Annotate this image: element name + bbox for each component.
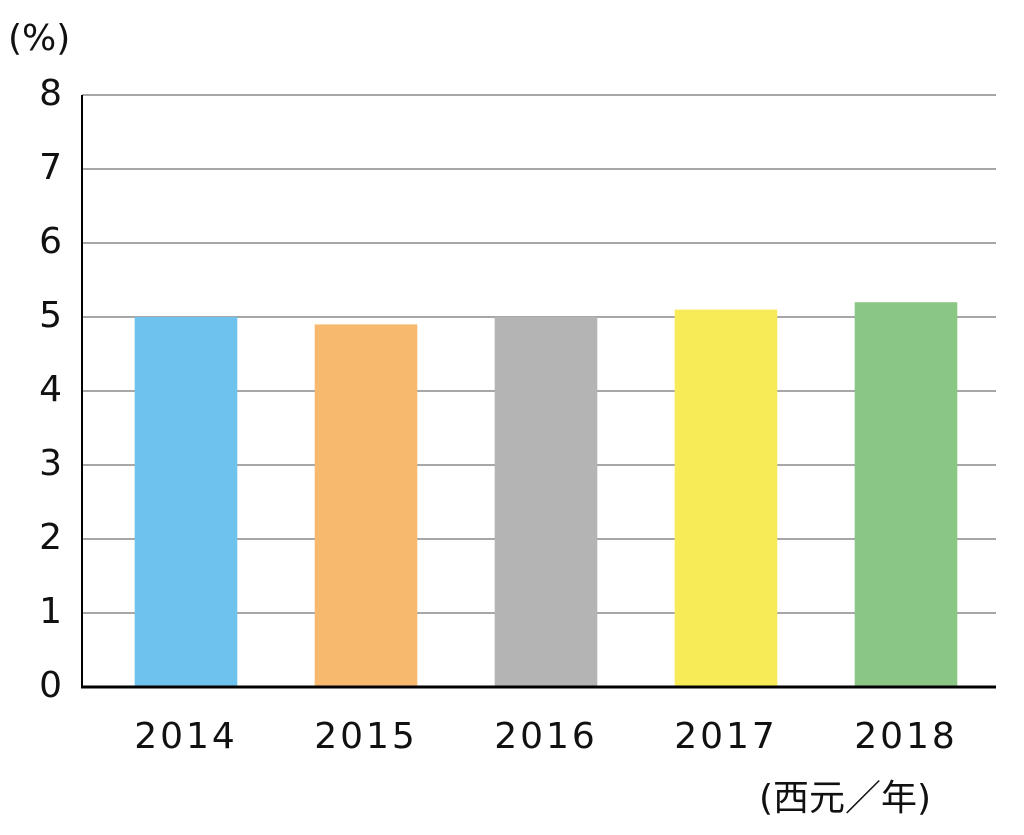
- x-axis-label: (西元／年): [759, 778, 931, 819]
- bar: [494, 317, 598, 687]
- y-tick-label: 7: [39, 147, 62, 188]
- y-tick-label: 1: [39, 591, 62, 632]
- y-tick-label: 2: [39, 517, 62, 558]
- y-axis-label: (%): [8, 18, 70, 59]
- x-tick-label: 2015: [314, 716, 418, 757]
- bar: [134, 317, 238, 687]
- y-tick-label: 3: [39, 443, 62, 484]
- y-tick-label: 5: [39, 295, 62, 336]
- bar: [314, 324, 418, 687]
- y-tick-label: 6: [39, 221, 62, 262]
- y-tick-label: 4: [39, 369, 62, 410]
- y-tick-label: 8: [39, 73, 62, 114]
- x-tick-label: 2014: [134, 716, 238, 757]
- x-tick-label: 2018: [854, 716, 958, 757]
- x-tick-label: 2016: [494, 716, 598, 757]
- y-tick-label: 0: [39, 665, 62, 706]
- bar: [854, 302, 958, 687]
- bar: [674, 309, 778, 687]
- x-tick-label: 2017: [674, 716, 778, 757]
